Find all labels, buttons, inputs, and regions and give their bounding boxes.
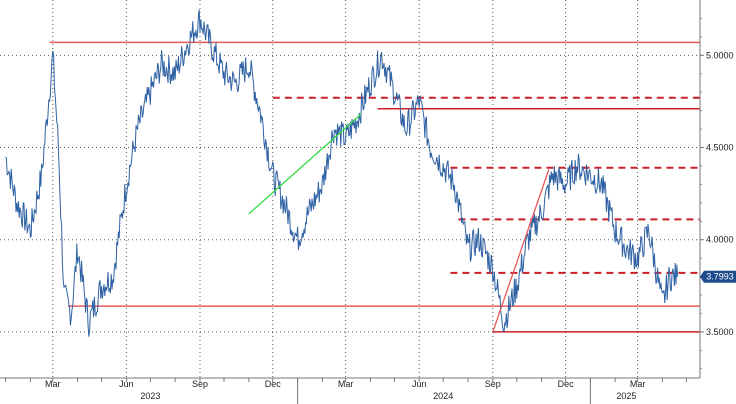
x-tick-label: Mar [338,379,354,389]
x-tick-label: Sep [192,379,208,389]
last-value-badge [704,270,736,283]
x-tick-label: Jun [412,379,427,389]
tick-labels: 3.5000 4.0000 4.5000 5.0000 Mar Jun Sep Dec Mar J… [45,50,736,401]
grid-layer [0,0,700,378]
x-tick-label: Mar [630,379,646,389]
trend-line [492,169,550,333]
x-tick-label: Sep [485,379,501,389]
trend-lines [248,113,550,333]
last-value-label: 3.7993 [706,272,734,282]
year-label: 2024 [433,391,453,401]
last-value-pointer [700,270,704,283]
x-tick-label: Dec [558,379,575,389]
axes [0,0,704,404]
y-tick-label: 5.0000 [706,50,734,60]
y-tick-label: 3.5000 [706,327,734,337]
year-label: 2025 [616,391,636,401]
y-tick-label: 4.0000 [706,235,734,245]
series-line [5,9,679,337]
year-label: 2023 [140,391,160,401]
trend-line [248,113,362,215]
x-tick-label: Jun [119,379,134,389]
level-lines [49,41,700,333]
y-tick-label: 4.5000 [706,143,734,153]
x-tick-label: Dec [265,379,282,389]
x-tick-label: Mar [45,379,61,389]
price-series [5,9,679,337]
